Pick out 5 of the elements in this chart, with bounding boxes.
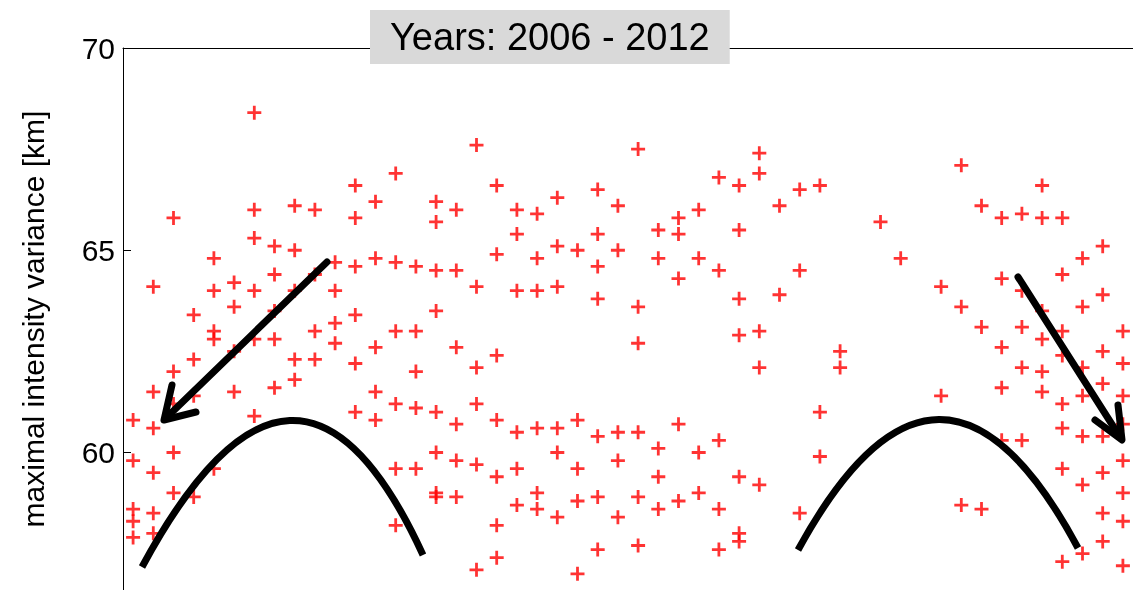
y-tick-label: 70 xyxy=(81,31,115,65)
y-tick-label: 65 xyxy=(81,233,115,267)
y-tick-label: 60 xyxy=(81,435,115,469)
chart-title: Years: 2006 - 2012 xyxy=(390,16,710,58)
y-axis-title: maximal intensity variance [km] xyxy=(16,110,50,528)
